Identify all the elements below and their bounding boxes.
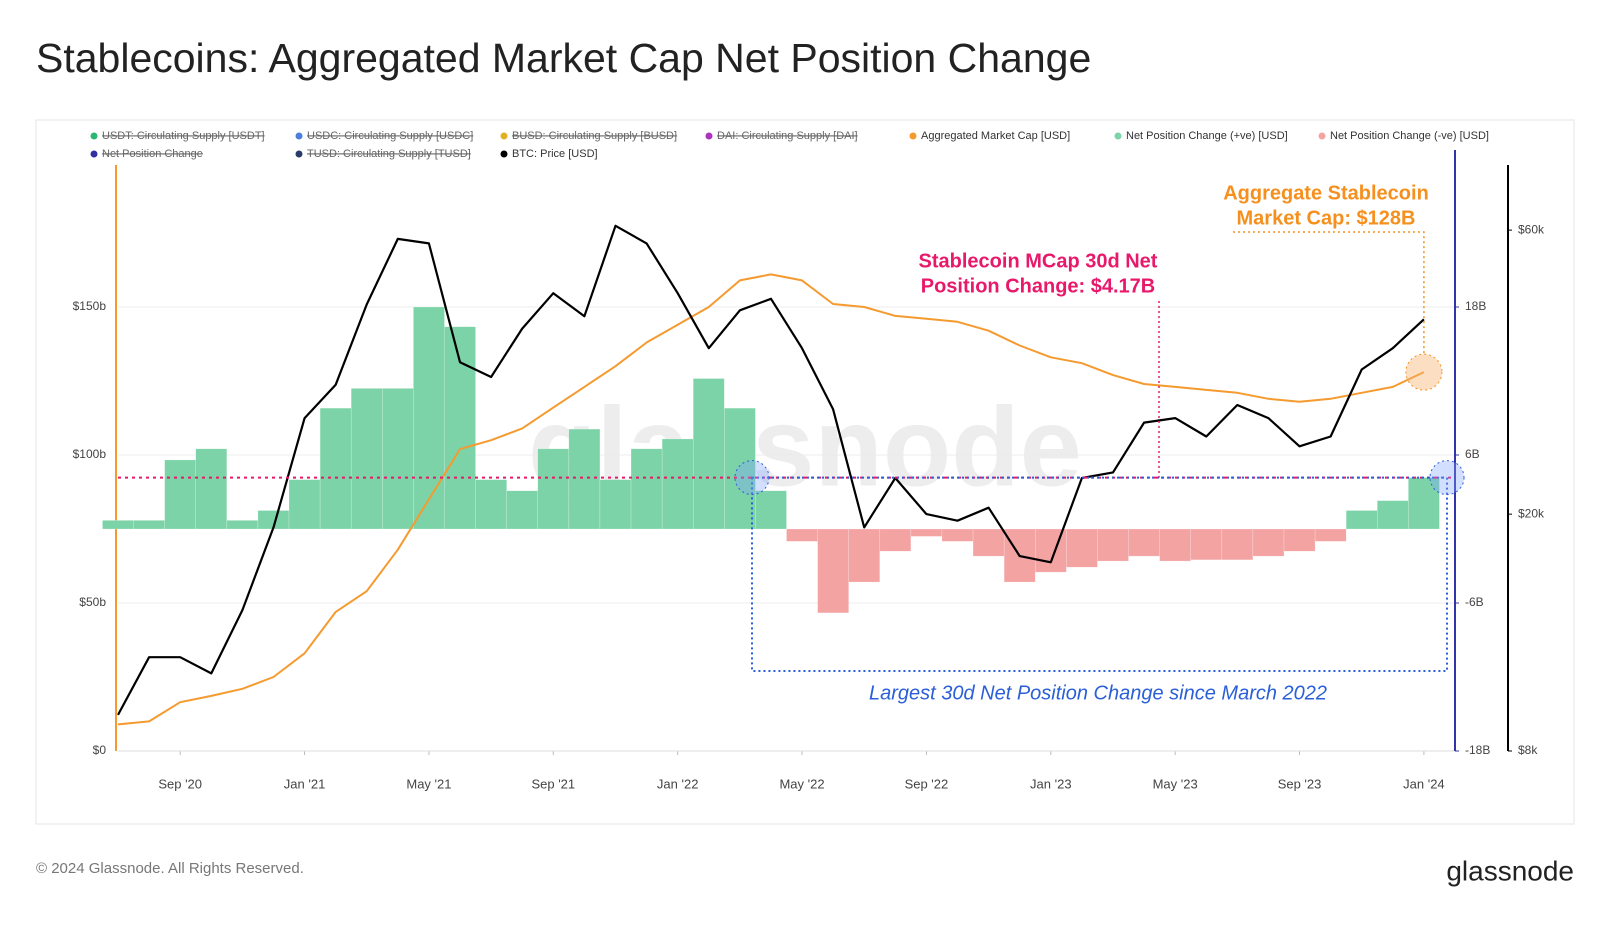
legend-swatch xyxy=(90,132,98,140)
bar xyxy=(350,388,383,530)
legend-label: BUSD: Circulating Supply [BUSD] xyxy=(512,130,677,142)
bar xyxy=(661,438,694,530)
bar xyxy=(102,520,134,530)
legend-swatch xyxy=(909,132,917,140)
legend-label: TUSD: Circulating Supply [TUSD] xyxy=(307,148,471,160)
bar xyxy=(195,448,228,530)
legend-label: USDT: Circulating Supply [USDT] xyxy=(102,130,265,142)
bar xyxy=(226,520,259,530)
x-tick-label: May '23 xyxy=(1153,776,1198,791)
x-tick-label: Sep '22 xyxy=(905,776,949,791)
bar xyxy=(692,378,725,530)
annotation: Largest 30d Net Position Change since Ma… xyxy=(869,682,1327,704)
legend-swatch xyxy=(705,132,713,140)
legend-swatch xyxy=(295,132,303,140)
annotation: Aggregate Stablecoin xyxy=(1223,182,1429,204)
bar xyxy=(1314,528,1347,542)
bar xyxy=(475,479,507,530)
bar xyxy=(1283,528,1316,552)
legend-label: BTC: Price [USD] xyxy=(512,148,598,160)
legend-swatch xyxy=(500,150,508,158)
line xyxy=(117,273,1425,726)
y3-tick-label: $20k xyxy=(1518,506,1545,520)
x-tick-label: Jan '22 xyxy=(657,776,699,791)
highlight-box xyxy=(751,476,1448,672)
highlight-circle xyxy=(734,460,770,496)
bar xyxy=(164,459,196,530)
bar xyxy=(568,428,601,530)
y2-tick-label: 18B xyxy=(1465,299,1486,313)
y-tick-label: $0 xyxy=(93,743,107,757)
highlight-circle xyxy=(1405,353,1443,391)
line xyxy=(117,224,1425,716)
bar xyxy=(1128,528,1160,557)
legend-swatch xyxy=(90,150,98,158)
y3-tick-label: $60k xyxy=(1518,222,1545,236)
page-title: Stablecoins: Aggregated Market Cap Net P… xyxy=(36,35,1091,81)
x-tick-label: May '21 xyxy=(406,776,451,791)
bar xyxy=(941,528,974,542)
bar xyxy=(1345,510,1378,530)
legend-swatch xyxy=(1318,132,1326,140)
x-tick-label: Sep '20 xyxy=(158,776,202,791)
bar xyxy=(817,528,849,614)
bar xyxy=(786,528,818,542)
bar xyxy=(382,388,414,530)
x-tick-label: Jan '21 xyxy=(284,776,326,791)
bar xyxy=(972,528,1005,557)
y-tick-label: $50b xyxy=(79,595,106,609)
bar xyxy=(910,528,943,537)
bar xyxy=(848,528,881,583)
y-tick-label: $150b xyxy=(73,299,107,313)
chart-frame xyxy=(35,119,1575,825)
y3-tick-label: $8k xyxy=(1518,743,1538,757)
bar xyxy=(288,479,321,530)
y2-tick-label: -18B xyxy=(1465,743,1490,757)
y2-tick-label: -6B xyxy=(1465,595,1484,609)
legend-label: Aggregated Market Cap [USD] xyxy=(921,130,1070,142)
bar xyxy=(724,407,756,530)
logo: glassnode xyxy=(1446,855,1574,886)
bar xyxy=(630,448,663,530)
x-tick-label: Jan '23 xyxy=(1030,776,1072,791)
y2-tick-label: 6B xyxy=(1465,447,1480,461)
annotation: Position Change: $4.17B xyxy=(921,275,1156,297)
bar xyxy=(1159,528,1191,562)
annotation: Stablecoin MCap 30d Net xyxy=(919,250,1158,272)
legend-label: Net Position Change (-ve) [USD] xyxy=(1330,130,1489,142)
y-tick-label: $100b xyxy=(73,447,107,461)
bar xyxy=(319,407,352,530)
bar xyxy=(133,520,165,530)
legend-label: Net Position Change xyxy=(102,148,203,160)
bar xyxy=(444,326,476,530)
bar xyxy=(1408,477,1440,530)
leader-line xyxy=(1233,231,1425,355)
footer: © 2024 Glassnode. All Rights Reserved. xyxy=(36,860,304,877)
x-tick-label: May '22 xyxy=(779,776,824,791)
legend-swatch xyxy=(1114,132,1122,140)
x-tick-label: Sep '23 xyxy=(1278,776,1322,791)
bar xyxy=(755,490,787,530)
legend-label: DAI: Circulating Supply [DAI] xyxy=(717,130,858,142)
legend-label: Net Position Change (+ve) [USD] xyxy=(1126,130,1288,142)
bar xyxy=(879,528,912,552)
bar xyxy=(506,490,539,530)
bar xyxy=(1097,528,1129,562)
bar xyxy=(1190,528,1223,561)
bar xyxy=(537,448,570,530)
x-tick-label: Sep '21 xyxy=(531,776,575,791)
legend-swatch xyxy=(295,150,303,158)
bar xyxy=(1066,528,1098,568)
bar xyxy=(1377,500,1409,530)
bar xyxy=(599,479,632,530)
x-tick-label: Jan '24 xyxy=(1403,776,1445,791)
legend-swatch xyxy=(500,132,508,140)
bar xyxy=(413,306,445,530)
legend-label: USDC: Circulating Supply [USDC] xyxy=(307,130,473,142)
annotation: Market Cap: $128B xyxy=(1237,207,1416,229)
highlight-circle xyxy=(1429,460,1465,496)
bar xyxy=(1252,528,1285,557)
bar xyxy=(1221,528,1254,561)
